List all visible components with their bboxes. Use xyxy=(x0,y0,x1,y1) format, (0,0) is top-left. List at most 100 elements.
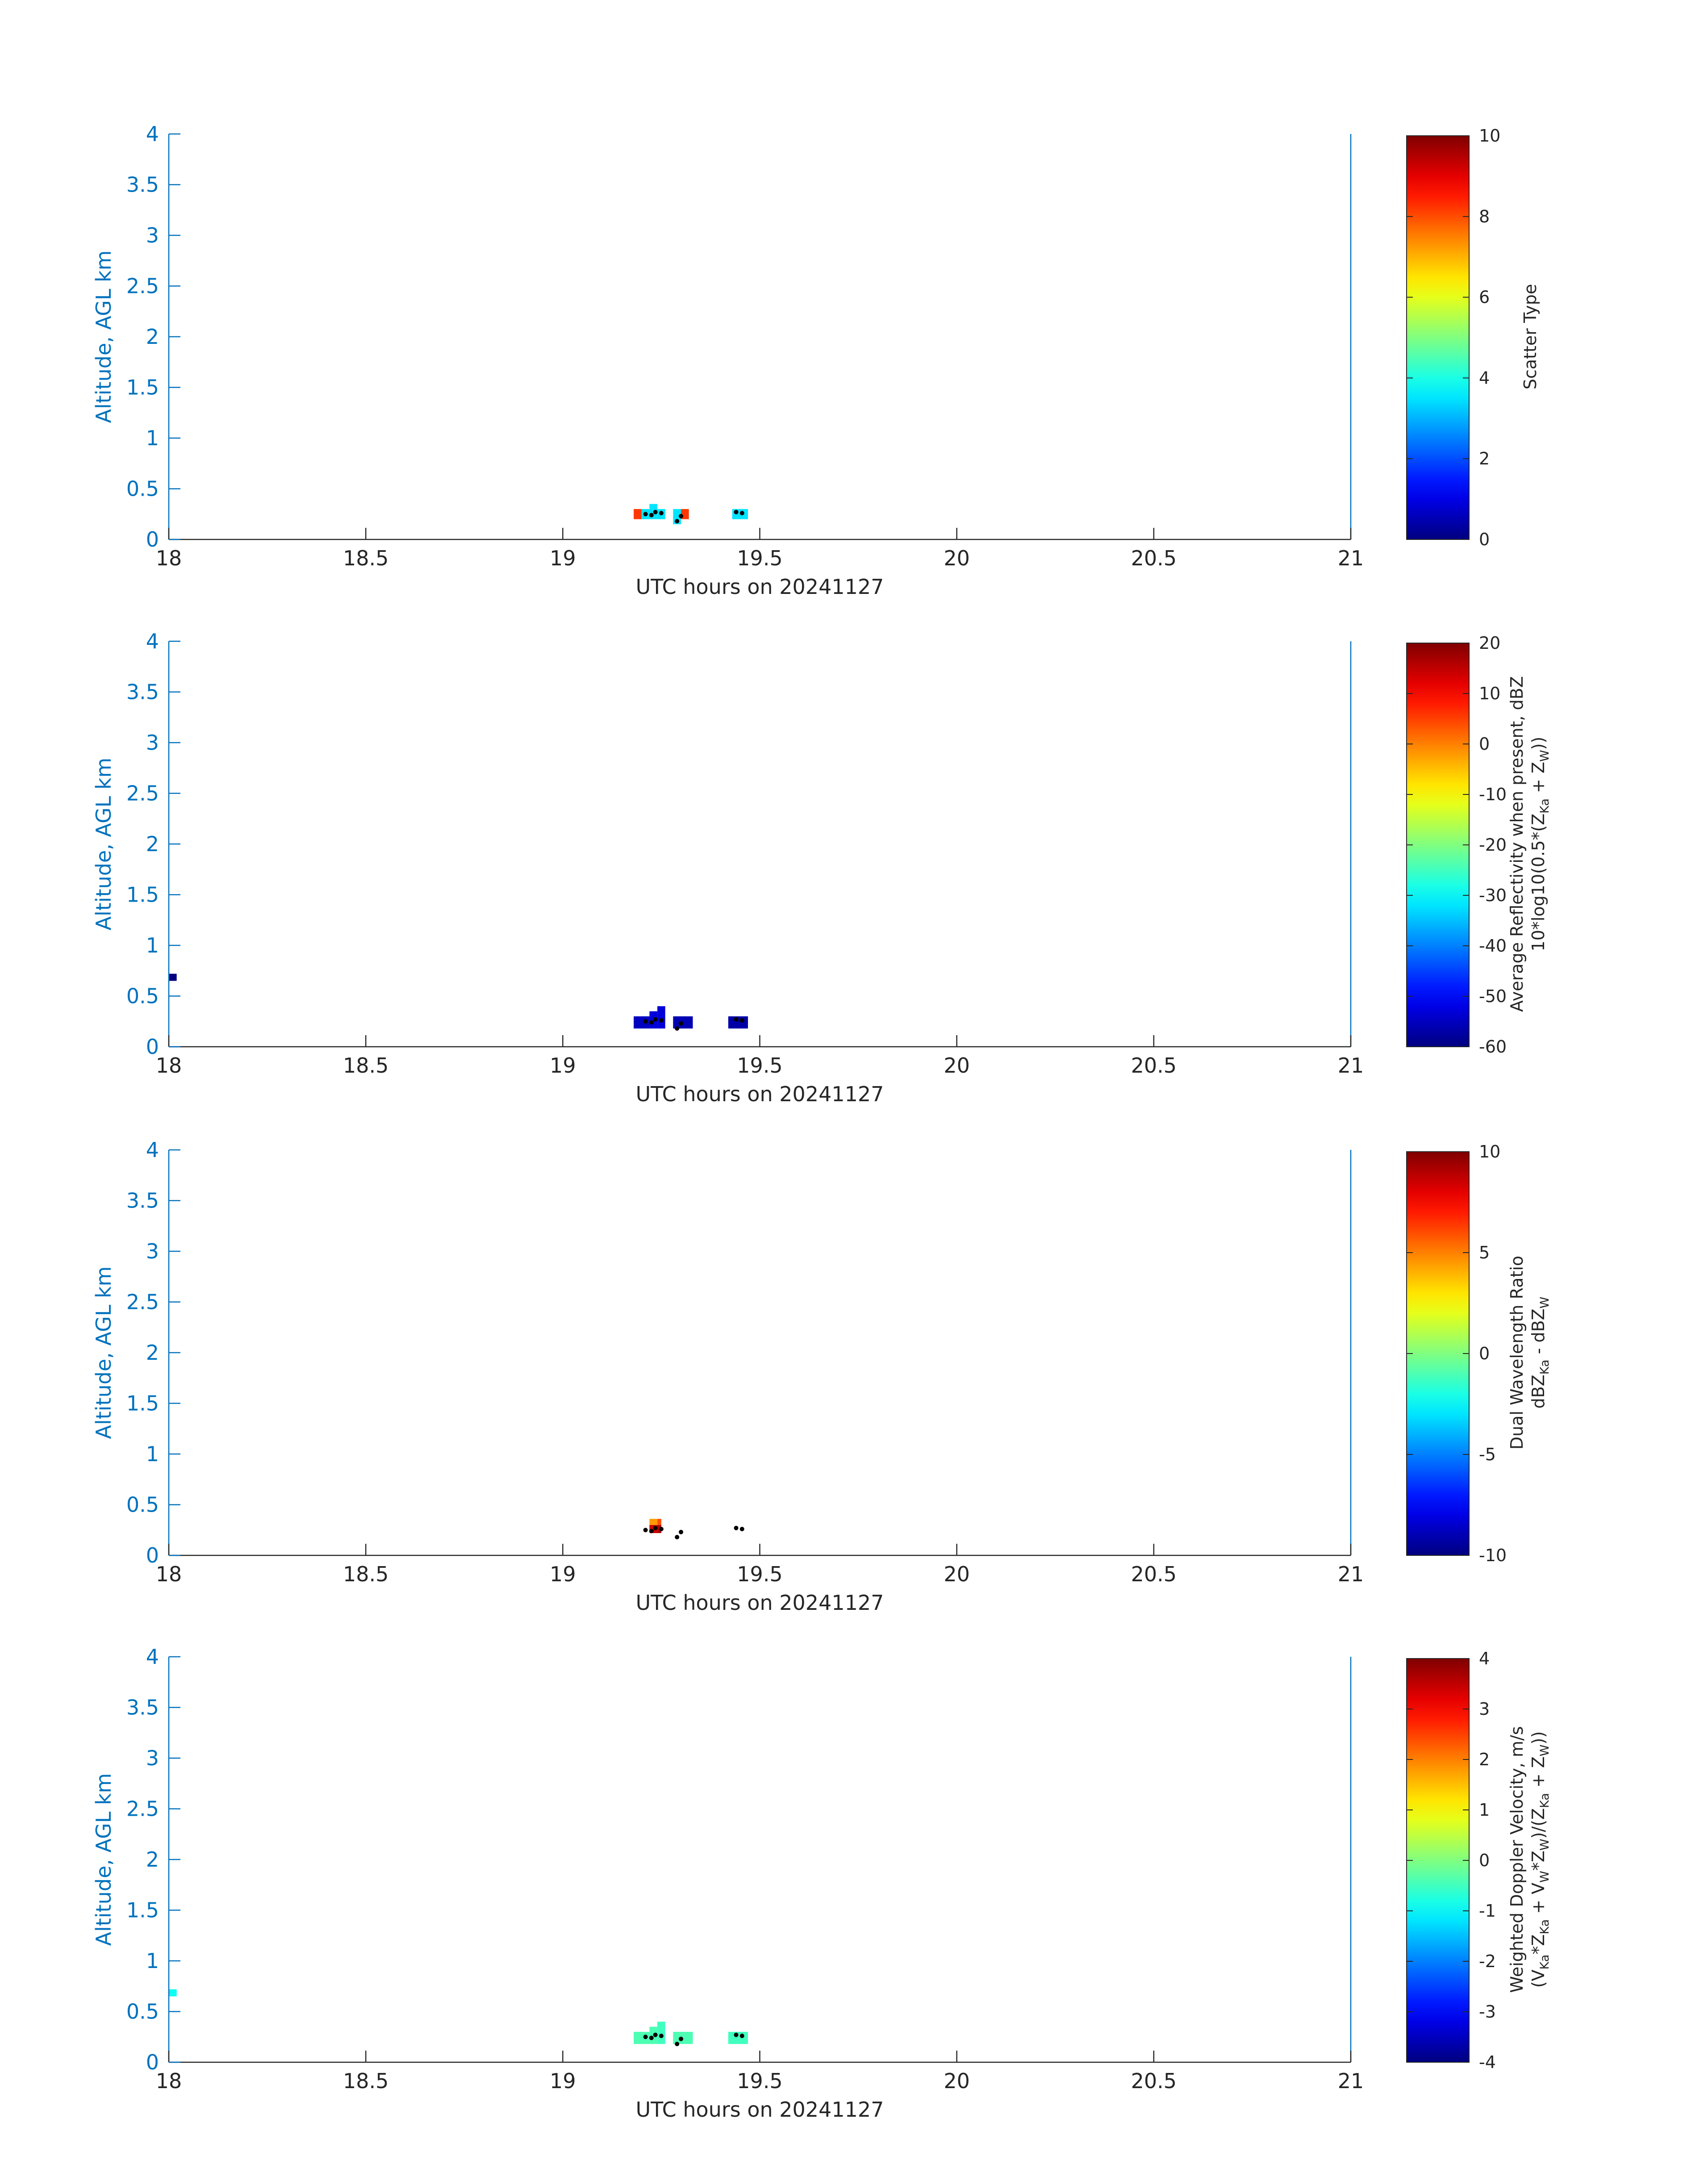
colorbar-tick-label: 4 xyxy=(1479,1649,1490,1668)
data-cell xyxy=(657,1006,665,1029)
data-cell xyxy=(169,974,177,981)
y-tick-label: 4 xyxy=(146,1138,159,1162)
data-point xyxy=(649,2035,654,2040)
data-cell xyxy=(657,1519,661,1525)
y-tick-label: 1.5 xyxy=(126,883,159,907)
y-axis-label: Altitude, AGL km xyxy=(92,1266,116,1439)
colorbar-label: Scatter Type xyxy=(1520,284,1540,389)
colorbar-tick-label: 10 xyxy=(1479,1142,1500,1162)
data-point xyxy=(679,1529,684,1534)
colorbar xyxy=(1406,643,1470,1047)
x-tick-label: 20.5 xyxy=(1131,2069,1177,2093)
y-tick-label: 4 xyxy=(146,122,159,146)
data-point xyxy=(659,1526,664,1531)
data-point xyxy=(739,510,744,515)
colorbar-tick-label: -2 xyxy=(1479,1951,1496,1971)
colorbar xyxy=(1406,1658,1470,2063)
data-point xyxy=(653,1525,658,1530)
x-tick-label: 20 xyxy=(944,546,970,570)
y-tick-label: 4 xyxy=(146,629,159,653)
x-tick-label: 20 xyxy=(944,2069,970,2093)
colorbar-tick-label: 0 xyxy=(1479,734,1490,754)
colorbar-tick-label: 6 xyxy=(1479,288,1490,307)
y-tick-label: 2 xyxy=(146,1341,159,1365)
data-point xyxy=(643,1528,648,1533)
colorbar-tick-label: 0 xyxy=(1479,530,1490,549)
y-tick-label: 1.5 xyxy=(126,1391,159,1416)
colorbar-tick-label: 1 xyxy=(1479,1800,1490,1820)
x-tick-label: 19 xyxy=(550,1562,576,1586)
data-point xyxy=(659,1018,664,1023)
y-tick-label: 1.5 xyxy=(126,376,159,400)
data-point xyxy=(653,2032,658,2037)
y-tick-label: 0.5 xyxy=(126,2000,159,2024)
data-point xyxy=(675,1535,680,1540)
data-point xyxy=(643,2035,648,2039)
y-tick-label: 1.5 xyxy=(126,1898,159,1922)
x-tick-label: 21 xyxy=(1338,1562,1364,1586)
colorbar-label: Weighted Doppler Velocity, m/s xyxy=(1507,1726,1527,1993)
x-tick-label: 18.5 xyxy=(343,1053,388,1078)
y-tick-label: 2 xyxy=(146,832,159,856)
y-axis-label: Altitude, AGL km xyxy=(92,250,116,423)
y-tick-label: 3.5 xyxy=(126,173,159,197)
x-axis-label: UTC hours on 20241127 xyxy=(636,575,884,599)
y-tick-label: 0.5 xyxy=(126,1493,159,1517)
y-tick-label: 2.5 xyxy=(126,274,159,298)
colorbar-tick-label: -20 xyxy=(1479,835,1507,855)
x-tick-label: 20 xyxy=(944,1562,970,1586)
data-point xyxy=(734,510,739,514)
x-axis-label: UTC hours on 20241127 xyxy=(636,2098,884,2122)
colorbar-tick-label: -50 xyxy=(1479,986,1507,1006)
data-point xyxy=(643,512,648,517)
data-cell xyxy=(634,509,642,519)
y-tick-label: 2 xyxy=(146,1847,159,1872)
x-tick-label: 18.5 xyxy=(343,2069,388,2093)
colorbar-label: (VKa*ZKa + VW*ZW)/(ZKa + ZW)) xyxy=(1528,1731,1552,1988)
y-tick-label: 2.5 xyxy=(126,1290,159,1314)
y-tick-label: 1 xyxy=(146,933,159,957)
colorbar-tick-label: 20 xyxy=(1479,633,1500,653)
y-tick-label: 1 xyxy=(146,426,159,450)
colorbar-tick-label: -1 xyxy=(1479,1901,1496,1921)
colorbar-tick-label: 0 xyxy=(1479,1344,1490,1363)
data-point xyxy=(649,513,654,518)
y-tick-label: 0.5 xyxy=(126,984,159,1008)
y-tick-label: 3 xyxy=(146,731,159,755)
data-point xyxy=(653,1017,658,1022)
x-tick-label: 18.5 xyxy=(343,1562,388,1586)
colorbar-tick-label: 5 xyxy=(1479,1243,1490,1262)
x-axis-label: UTC hours on 20241127 xyxy=(636,1591,884,1615)
y-axis-label: Altitude, AGL km xyxy=(92,757,116,930)
data-point xyxy=(659,510,664,515)
data-cell xyxy=(728,2031,748,2044)
colorbar-label: 10*log10(0.5*(ZKa + ZW)) xyxy=(1528,737,1552,952)
x-tick-label: 18 xyxy=(156,1562,182,1586)
colorbar-tick-label: 2 xyxy=(1479,1750,1490,1769)
colorbar-tick-label: -4 xyxy=(1479,2052,1496,2072)
data-point xyxy=(643,1019,648,1024)
x-tick-label: 21 xyxy=(1338,546,1364,570)
data-point xyxy=(679,1021,684,1026)
x-tick-label: 21 xyxy=(1338,1053,1364,1078)
y-tick-label: 2 xyxy=(146,325,159,349)
x-tick-label: 18.5 xyxy=(343,546,388,570)
colorbar-tick-label: 2 xyxy=(1479,449,1490,468)
colorbar-tick-label: 0 xyxy=(1479,1851,1490,1870)
colorbar-tick-label: -5 xyxy=(1479,1445,1496,1464)
panel-1: 18 18.5 19 19.5 20 20.5 2100.511.522.533.54UTC… xyxy=(92,122,1540,599)
x-tick-label: 20.5 xyxy=(1131,1562,1177,1586)
y-tick-label: 2.5 xyxy=(126,1797,159,1821)
y-tick-label: 0 xyxy=(146,527,159,552)
colorbar-tick-label: -60 xyxy=(1479,1037,1507,1057)
x-tick-label: 19.5 xyxy=(737,1053,782,1078)
y-tick-label: 1 xyxy=(146,1442,159,1466)
x-axis-label: UTC hours on 20241127 xyxy=(636,1082,884,1106)
colorbar xyxy=(1406,135,1470,540)
x-tick-label: 20.5 xyxy=(1131,1053,1177,1078)
data-cell xyxy=(169,1989,177,1997)
x-tick-label: 18 xyxy=(156,2069,182,2093)
data-point xyxy=(739,1526,744,1531)
data-point xyxy=(679,514,684,518)
y-tick-label: 1 xyxy=(146,1949,159,1973)
